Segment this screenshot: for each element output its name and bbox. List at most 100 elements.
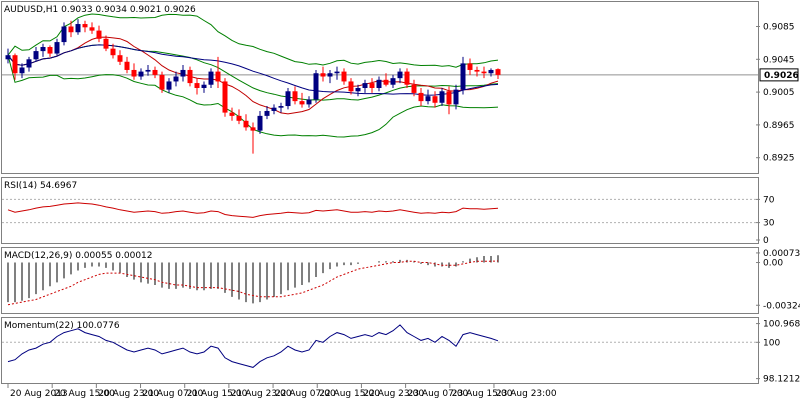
candle	[376, 76, 382, 92]
candle-body	[369, 83, 375, 88]
candle-body	[229, 112, 235, 116]
candle	[243, 114, 249, 131]
time-axis-label: 23 Aug 23:00	[496, 389, 557, 399]
candle	[19, 63, 25, 79]
candle-body	[257, 115, 263, 131]
candle	[117, 50, 123, 66]
candle	[418, 88, 424, 107]
candle	[33, 47, 39, 62]
candle	[313, 69, 319, 103]
candle-body	[411, 84, 417, 93]
candle-body	[495, 69, 501, 75]
candle-body	[131, 69, 137, 77]
candle	[383, 73, 389, 87]
bollinger-upper-line	[7, 13, 499, 68]
candle	[250, 122, 256, 154]
candle-body	[488, 69, 494, 74]
candle-body	[278, 106, 284, 108]
candle	[369, 78, 375, 93]
macd-chart-title: MACD(12,26,9) 0.00055 0.00012	[4, 251, 153, 261]
time-axis-label: 20 Aug 2013	[10, 389, 68, 399]
momentum-axis-label: 98.1212	[763, 375, 800, 385]
candle	[348, 78, 354, 95]
candle	[89, 22, 95, 34]
candle	[173, 71, 179, 87]
candle	[82, 20, 88, 33]
time-axis-label: 21 Aug 15:00	[187, 389, 248, 399]
time-axis-label: 23 Aug 15:00	[452, 389, 513, 399]
last-price-marker: 0.9026	[759, 68, 799, 82]
candle-body	[348, 81, 354, 92]
candle	[222, 78, 228, 117]
last-price-box	[759, 68, 799, 82]
candle-body	[341, 71, 347, 82]
price-axis-label: 0.9005	[763, 88, 795, 98]
time-axis-label: 21 Aug 23:00	[231, 389, 292, 399]
rsi-axis-label: 70	[763, 195, 775, 205]
candle-body	[117, 55, 123, 62]
moving-average-slow-line	[7, 44, 499, 96]
candle-body	[19, 67, 25, 74]
candle	[306, 96, 312, 108]
price-axis: 0.9085 0.9045 0.9005 0.8965 0.8925	[756, 23, 795, 164]
candle-body	[68, 26, 74, 33]
candle-body	[320, 73, 326, 77]
candle-body	[425, 96, 431, 102]
candle-body	[355, 88, 361, 92]
momentum-axis-label: 100	[763, 338, 780, 348]
candle-body	[96, 30, 102, 39]
candle	[446, 86, 452, 115]
time-axis-label: 20 Aug 15:00	[54, 389, 115, 399]
price-axis-label: 0.9045	[763, 55, 795, 65]
candle-body	[40, 47, 46, 52]
candle	[439, 88, 445, 107]
candle-body	[250, 127, 256, 131]
candle	[453, 84, 459, 110]
candle-body	[432, 96, 438, 103]
candle-body	[33, 51, 39, 60]
candle	[215, 56, 221, 88]
candle	[390, 74, 396, 88]
candle	[138, 68, 144, 80]
candle	[180, 65, 186, 82]
candle	[166, 78, 172, 93]
time-axis-label: 21 Aug 07:00	[143, 389, 204, 399]
candle	[474, 66, 480, 77]
candle-body	[82, 24, 88, 28]
candle	[467, 58, 473, 75]
candle-body	[453, 89, 459, 105]
candle-body	[173, 76, 179, 82]
candle	[341, 68, 347, 85]
moving-average-fast-line	[7, 36, 499, 115]
candle-body	[215, 71, 221, 82]
candle	[355, 84, 361, 97]
price-indicator-lines	[7, 13, 499, 138]
candle-body	[222, 81, 228, 113]
candle	[320, 66, 326, 82]
time-axis-label: 22 Aug 23:00	[363, 389, 424, 399]
candle	[145, 65, 151, 76]
candle-body	[313, 73, 319, 100]
candle-body	[418, 92, 424, 102]
candle	[460, 56, 466, 95]
candle	[152, 66, 158, 79]
candle-body	[397, 71, 403, 79]
price-candles	[5, 19, 501, 154]
candle-body	[236, 115, 242, 121]
candle-body	[404, 71, 410, 85]
rsi-chart-title: RSI(14) 54.6967	[4, 181, 77, 191]
candle-body	[159, 74, 165, 90]
candle	[362, 79, 368, 93]
candle-body	[152, 69, 158, 75]
candle-body	[208, 71, 214, 85]
candle-body	[439, 91, 445, 103]
candle	[229, 107, 235, 121]
candle-body	[481, 71, 487, 74]
momentum-chart-title: Momentum(22) 100.0776	[4, 321, 120, 331]
candle	[208, 68, 214, 88]
candle	[68, 20, 74, 38]
candle-body	[187, 69, 193, 84]
candle	[334, 66, 340, 80]
candle-body	[89, 27, 95, 31]
